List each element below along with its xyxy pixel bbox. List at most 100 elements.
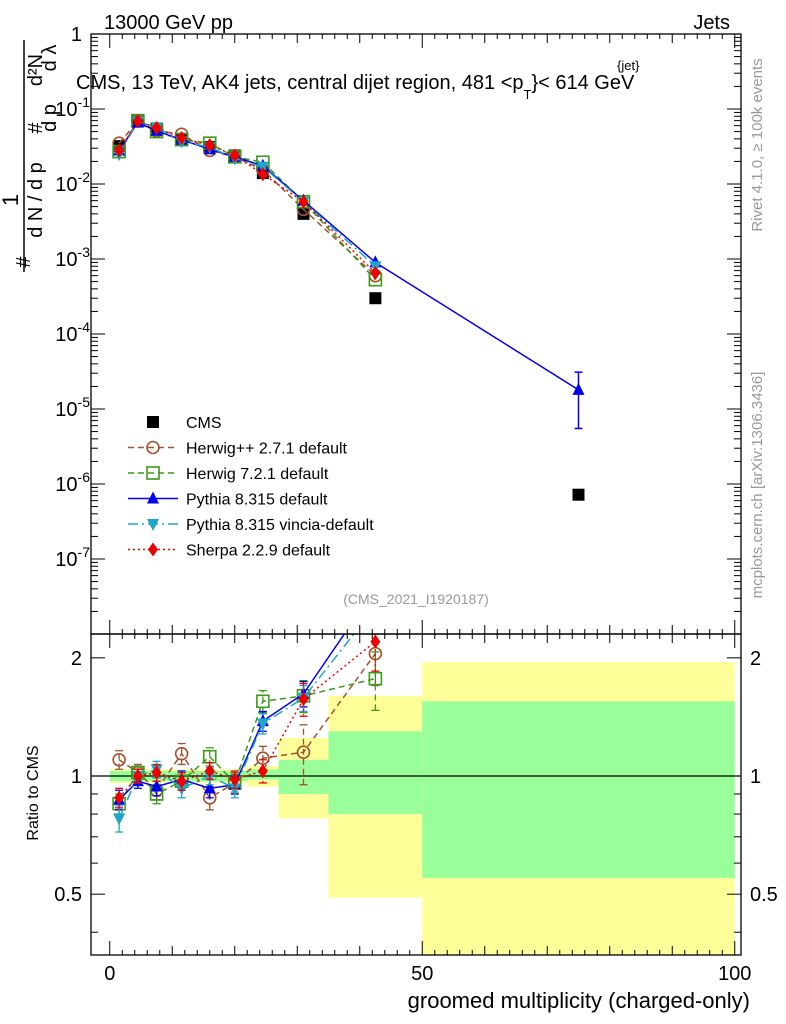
analysis-id: (CMS_2021_I1920187) [343, 591, 489, 607]
series-line-2 [118, 119, 376, 281]
x-axis-label: groomed multiplicity (charged-only) [408, 988, 750, 1013]
ratio-line-5 [118, 640, 376, 799]
series-0 [113, 115, 585, 501]
series-5-point-3 [176, 131, 187, 146]
legend: CMS Herwig++ 2.7.1 default Herwig 7.2.1 de… [128, 415, 374, 560]
series-5-point-8 [370, 266, 381, 281]
series-0-point-9 [572, 488, 585, 501]
ratio-point-3-4 [203, 781, 216, 794]
legend-marker-4 [147, 519, 159, 531]
ratio-tick-label-right-0.5: 0.5 [750, 884, 778, 906]
header-left: 13000 GeV pp [104, 12, 233, 34]
band-inner-2 [278, 759, 329, 794]
legend-entry-4: Pythia 8.315 vincia-default [128, 517, 374, 534]
axes-frame: 0 50 100 10-7 10-6 10-5 10-4 10-3 10-2 10-1 1 0.5 0.… [54, 24, 778, 985]
ratio-point-5-7 [298, 692, 309, 707]
ratio-point-3-2 [150, 779, 163, 792]
ratio-point-2-6 [256, 694, 270, 709]
band-inner-4 [422, 701, 735, 878]
ratio-tick-label-left-0.5: 0.5 [54, 884, 82, 906]
series-5-point-4 [204, 138, 215, 153]
y-tick-label-2: 10-5 [55, 394, 90, 421]
series-3-point-9 [572, 382, 585, 395]
ratio-tick-label-left-1: 1 [71, 766, 82, 788]
y-label-denominator: d N / d p [25, 162, 47, 238]
plot-title-prefix: CMS, 13 TeV, AK4 jets, central dijet reg… [76, 72, 524, 94]
ratio-point-4-0 [113, 813, 126, 826]
y-label-d2n: d²N [25, 54, 47, 86]
y-label-one: 1 [0, 194, 23, 206]
plot-title-sub: T [524, 87, 532, 102]
series-0-point-7 [297, 207, 310, 220]
y-axis-label: 1 # d N / d p # d p d²N d λ [0, 40, 61, 272]
ratio-series [112, 634, 383, 833]
ratio-point-5-8 [370, 634, 381, 649]
y-tick-label-7: 1 [71, 24, 82, 46]
ratio-point-5-0 [114, 790, 125, 805]
header-right: Jets [693, 12, 730, 34]
ratio-point-1-3 [174, 746, 189, 761]
y-label-dlambda: d λ [39, 45, 61, 72]
ratio-tick-label-right-1: 1 [750, 766, 761, 788]
ratio-point-5-3 [176, 774, 187, 789]
legend-label-1: Herwig++ 2.7.1 default [186, 441, 348, 458]
ratio-uncertainty-bands [91, 662, 741, 955]
ratio-panel-frame [90, 633, 742, 956]
x-tick-label-0: 0 [104, 963, 115, 985]
ratio-series-5 [114, 634, 381, 809]
legend-label-0: CMS [186, 415, 222, 432]
y-tick-label-0: 10-7 [55, 544, 90, 571]
legend-entry-3: Pythia 8.315 default [128, 491, 328, 509]
legend-marker-3 [147, 491, 159, 504]
series-line-1 [118, 120, 376, 277]
x-tick-label-50: 50 [411, 963, 433, 985]
ratio-tick-label-right-2: 2 [750, 648, 761, 670]
legend-marker-2 [146, 466, 160, 480]
ratio-point-4-6 [256, 718, 269, 731]
series-5-point-1 [132, 114, 143, 129]
series-line-4 [118, 120, 376, 267]
series-0-point-8 [369, 292, 382, 305]
legend-entry-2: Herwig 7.2.1 default [128, 466, 329, 483]
ratio-point-1-0 [112, 752, 126, 767]
ratio-point-5-5 [229, 772, 240, 787]
plot-title-sup: {jet} [617, 58, 640, 73]
legend-label-4: Pythia 8.315 vincia-default [186, 517, 374, 534]
y-label-dpt: d p [39, 104, 61, 132]
ratio-point-5-6 [257, 763, 268, 778]
legend-marker-0 [147, 416, 159, 428]
series-2 [112, 113, 383, 287]
ratio-y-label: Ratio to CMS [25, 745, 42, 840]
legend-entry-1: Herwig++ 2.7.1 default [128, 441, 348, 458]
series-line-3 [118, 121, 579, 391]
ratio-line-2 [118, 677, 376, 805]
ratio-point-4-5 [228, 783, 241, 796]
y-tick-label-3: 10-4 [55, 319, 90, 346]
legend-entry-5: Sherpa 2.2.9 default [128, 542, 331, 560]
series-5-point-0 [114, 143, 125, 158]
ratio-point-5-2 [151, 765, 162, 780]
ratio-point-2-8 [368, 671, 383, 686]
series-5-point-7 [298, 194, 309, 209]
main-series [112, 113, 585, 501]
mcplots-label: mcplots.cern.ch [arXiv:1306.3436] [749, 372, 766, 599]
series-1 [112, 114, 383, 283]
legend-label-2: Herwig 7.2.1 default [186, 466, 329, 483]
series-3 [113, 115, 585, 430]
ratio-point-1-7 [296, 745, 311, 759]
ratio-point-5-4 [204, 763, 215, 778]
series-5-point-6 [257, 167, 268, 182]
x-tick-label-100: 100 [718, 963, 751, 985]
series-5-point-5 [229, 148, 240, 163]
y-label-hash-2: # [25, 122, 47, 134]
rivet-version-label: Rivet 4.1.0, ≥ 100k events [749, 58, 766, 231]
legend-label-5: Sherpa 2.2.9 default [186, 543, 331, 560]
legend-label-3: Pythia 8.315 default [186, 492, 328, 509]
ratio-point-5-1 [132, 769, 143, 784]
y-tick-label-5: 10-2 [55, 169, 90, 196]
series-5 [114, 114, 381, 281]
band-inner-3 [328, 731, 423, 815]
legend-marker-1 [146, 440, 160, 455]
y-tick-label-1: 10-6 [55, 469, 90, 496]
